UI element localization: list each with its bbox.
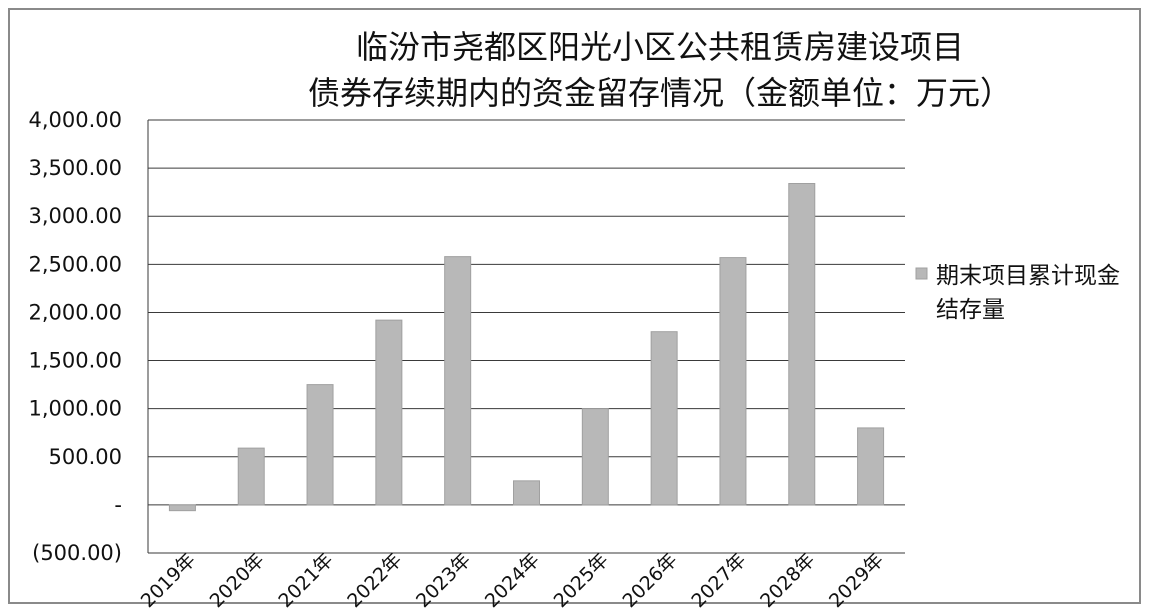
- bar: [650, 331, 678, 506]
- bar: [788, 183, 816, 506]
- chart-title-line-1: 临汾市尧都区阳光小区公共租赁房建设项目: [356, 28, 964, 66]
- y-tick-label: 500.00: [49, 445, 122, 469]
- bar: [375, 319, 403, 506]
- bar: [857, 427, 885, 506]
- x-category-label: 2021年: [274, 549, 337, 612]
- x-category-label: 2022年: [343, 549, 406, 612]
- x-category-label: 2025年: [550, 549, 613, 612]
- y-tick-label: 3,500.00: [28, 156, 122, 180]
- y-tick-label: 1,500.00: [28, 349, 122, 373]
- gridlines: [147, 119, 905, 554]
- bar: [581, 408, 609, 506]
- x-category-label: 2023年: [412, 549, 475, 612]
- x-category-label: 2027年: [687, 549, 750, 612]
- legend-label-line-1: 期末项目累计现金: [936, 263, 1120, 289]
- legend-swatch: [915, 267, 928, 280]
- y-tick-label: 1,000.00: [28, 397, 122, 421]
- bar: [444, 256, 472, 506]
- bars: [168, 183, 885, 512]
- x-category-label: 2020年: [206, 549, 269, 612]
- x-category-label: 2029年: [825, 549, 888, 612]
- bar: [513, 480, 540, 506]
- y-axis-tick-labels: (500.00) - 500.00 1,000.00 1,500.00 2,000.00 2…: [28, 108, 122, 565]
- x-category-label: 2024年: [481, 549, 544, 612]
- bar: [168, 504, 196, 512]
- y-tick-label: -: [114, 493, 122, 517]
- bar: [719, 257, 747, 506]
- chart-title-line-2: 债券存续期内的资金留存情况（金额单位：万元）: [308, 74, 1012, 112]
- y-tick-label: 2,500.00: [28, 252, 122, 276]
- x-category-label: 2019年: [137, 549, 200, 612]
- legend-label-line-2: 结存量: [936, 297, 1005, 323]
- y-tick-label: (500.00): [32, 541, 122, 565]
- legend: 期末项目累计现金 结存量: [915, 263, 1120, 323]
- x-axis-category-labels: 2019年 2020年 2021年 2022年 2023年 2024年 2025年 2026年…: [137, 549, 888, 612]
- chart-title: 临汾市尧都区阳光小区公共租赁房建设项目 债券存续期内的资金留存情况（金额单位：万…: [308, 28, 1012, 112]
- bar: [306, 384, 334, 506]
- y-tick-label: 3,000.00: [28, 204, 122, 228]
- x-category-label: 2026年: [618, 549, 681, 612]
- x-category-label: 2028年: [756, 549, 819, 612]
- y-tick-label: 4,000.00: [28, 108, 122, 132]
- y-tick-label: 2,000.00: [28, 300, 122, 324]
- bar: [237, 447, 265, 506]
